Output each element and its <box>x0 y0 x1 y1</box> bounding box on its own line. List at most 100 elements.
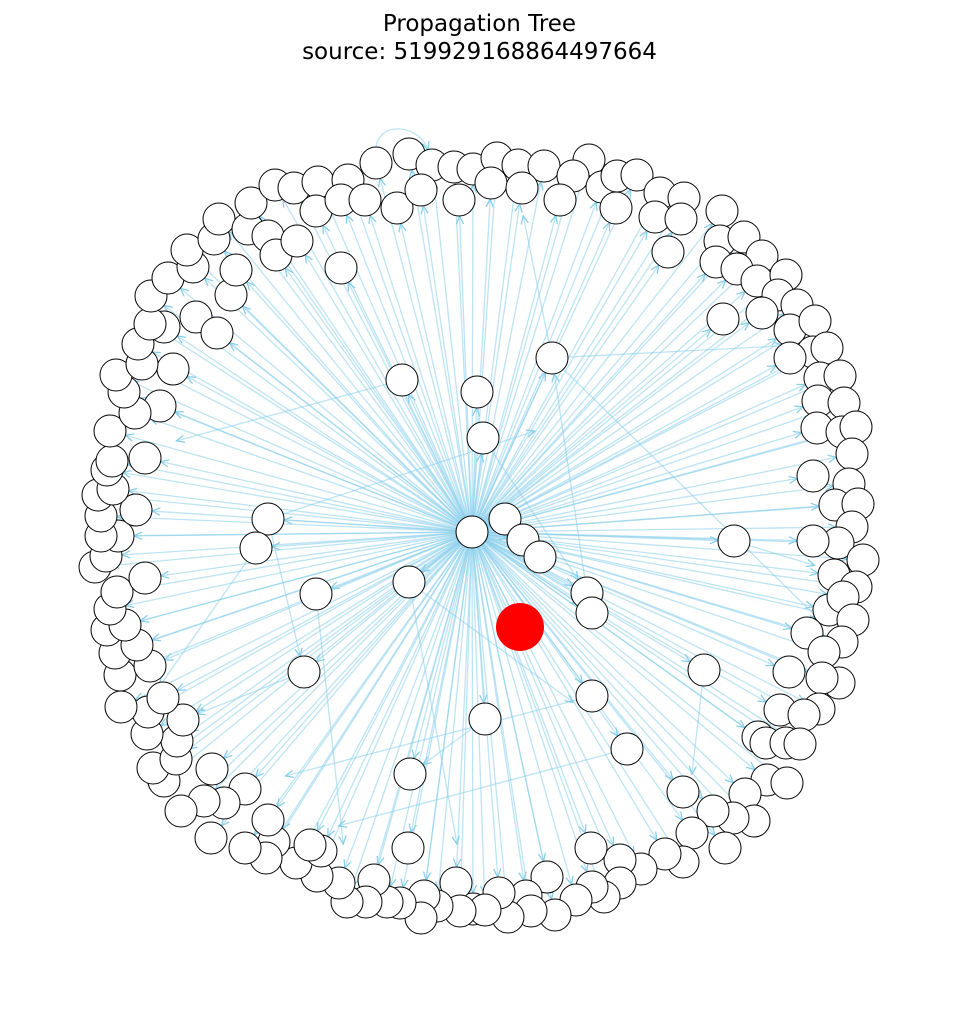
leaf-node <box>696 794 730 828</box>
edge <box>487 525 490 526</box>
edge <box>479 231 647 519</box>
leaf-node <box>523 540 557 574</box>
edge <box>487 533 818 573</box>
edge <box>423 547 471 902</box>
leaf-node <box>666 775 700 809</box>
edge-secondary <box>317 609 344 844</box>
edge <box>391 547 470 887</box>
edge <box>473 454 481 517</box>
edge <box>305 255 465 519</box>
leaf-node <box>783 727 817 761</box>
edge <box>485 366 776 525</box>
leaf-node <box>228 831 262 865</box>
leaf-node <box>474 166 508 200</box>
edge <box>472 199 490 517</box>
leaf-node <box>156 352 190 386</box>
edge <box>474 547 551 900</box>
leaf-node <box>202 202 236 236</box>
edge <box>284 520 457 532</box>
edge <box>247 282 462 521</box>
edge <box>480 265 659 520</box>
leaf-node <box>348 183 382 217</box>
edge <box>475 547 571 884</box>
edge <box>482 274 706 521</box>
edge <box>484 540 753 733</box>
edge <box>324 546 467 862</box>
edge <box>484 540 578 604</box>
edge <box>242 306 462 522</box>
edge <box>478 373 546 518</box>
edge <box>481 253 709 521</box>
leaf-node <box>146 681 180 715</box>
edge <box>476 175 584 517</box>
edge <box>139 398 458 527</box>
edge <box>156 371 459 526</box>
leaf-node <box>599 191 633 225</box>
leaf-node <box>195 752 229 786</box>
edge <box>472 547 484 703</box>
edge <box>131 381 458 527</box>
edge <box>258 242 464 520</box>
leaf-node <box>280 224 314 258</box>
title-line-1: Propagation Tree <box>382 11 577 37</box>
edge <box>285 268 464 520</box>
leaf-node <box>772 655 806 689</box>
leaf-node <box>128 441 162 475</box>
edge <box>480 212 676 519</box>
leaf-node <box>391 831 425 865</box>
edge <box>317 545 466 831</box>
edge <box>457 547 472 867</box>
leaf-node <box>100 575 134 609</box>
edge-secondary <box>421 590 573 702</box>
edge <box>484 541 775 773</box>
edge <box>128 464 457 530</box>
edge-secondary <box>411 597 457 845</box>
edge <box>409 395 466 518</box>
leaf-node <box>200 316 234 350</box>
edge <box>205 278 461 522</box>
edge <box>481 544 673 779</box>
edge <box>477 546 586 833</box>
leaf-node <box>610 732 644 766</box>
edge <box>479 545 657 841</box>
edge <box>328 546 466 836</box>
leaf-node <box>664 202 698 236</box>
edge <box>485 329 802 525</box>
edge <box>483 541 755 769</box>
edge-secondary <box>491 450 578 579</box>
edge <box>348 282 466 518</box>
edge <box>125 435 457 529</box>
source-node <box>496 603 544 651</box>
edge <box>331 537 458 588</box>
leaf-node <box>575 679 609 713</box>
leaf-node <box>442 183 476 217</box>
edge <box>481 224 712 520</box>
edge <box>487 505 842 532</box>
leaf-node <box>835 437 869 471</box>
edge <box>177 538 459 691</box>
leaf-node <box>620 158 654 192</box>
leaf-node <box>705 194 739 228</box>
leaf-node <box>773 341 807 375</box>
edge <box>275 545 465 845</box>
edge <box>472 185 473 517</box>
edge <box>161 533 457 576</box>
leaf-node <box>575 596 609 630</box>
edge <box>123 473 457 530</box>
edge <box>126 534 457 605</box>
edge-secondary <box>567 346 783 358</box>
leaf-node <box>796 524 830 558</box>
leaf-node <box>708 831 742 865</box>
leaf-node <box>299 577 333 611</box>
leaf-node <box>706 302 740 336</box>
edge <box>486 382 826 527</box>
edge <box>461 547 473 895</box>
edge <box>272 532 457 547</box>
edge <box>477 546 614 846</box>
leaf-node <box>675 816 709 850</box>
edge <box>487 457 837 530</box>
edge <box>484 305 766 523</box>
edge <box>480 232 672 520</box>
edge <box>277 544 464 807</box>
